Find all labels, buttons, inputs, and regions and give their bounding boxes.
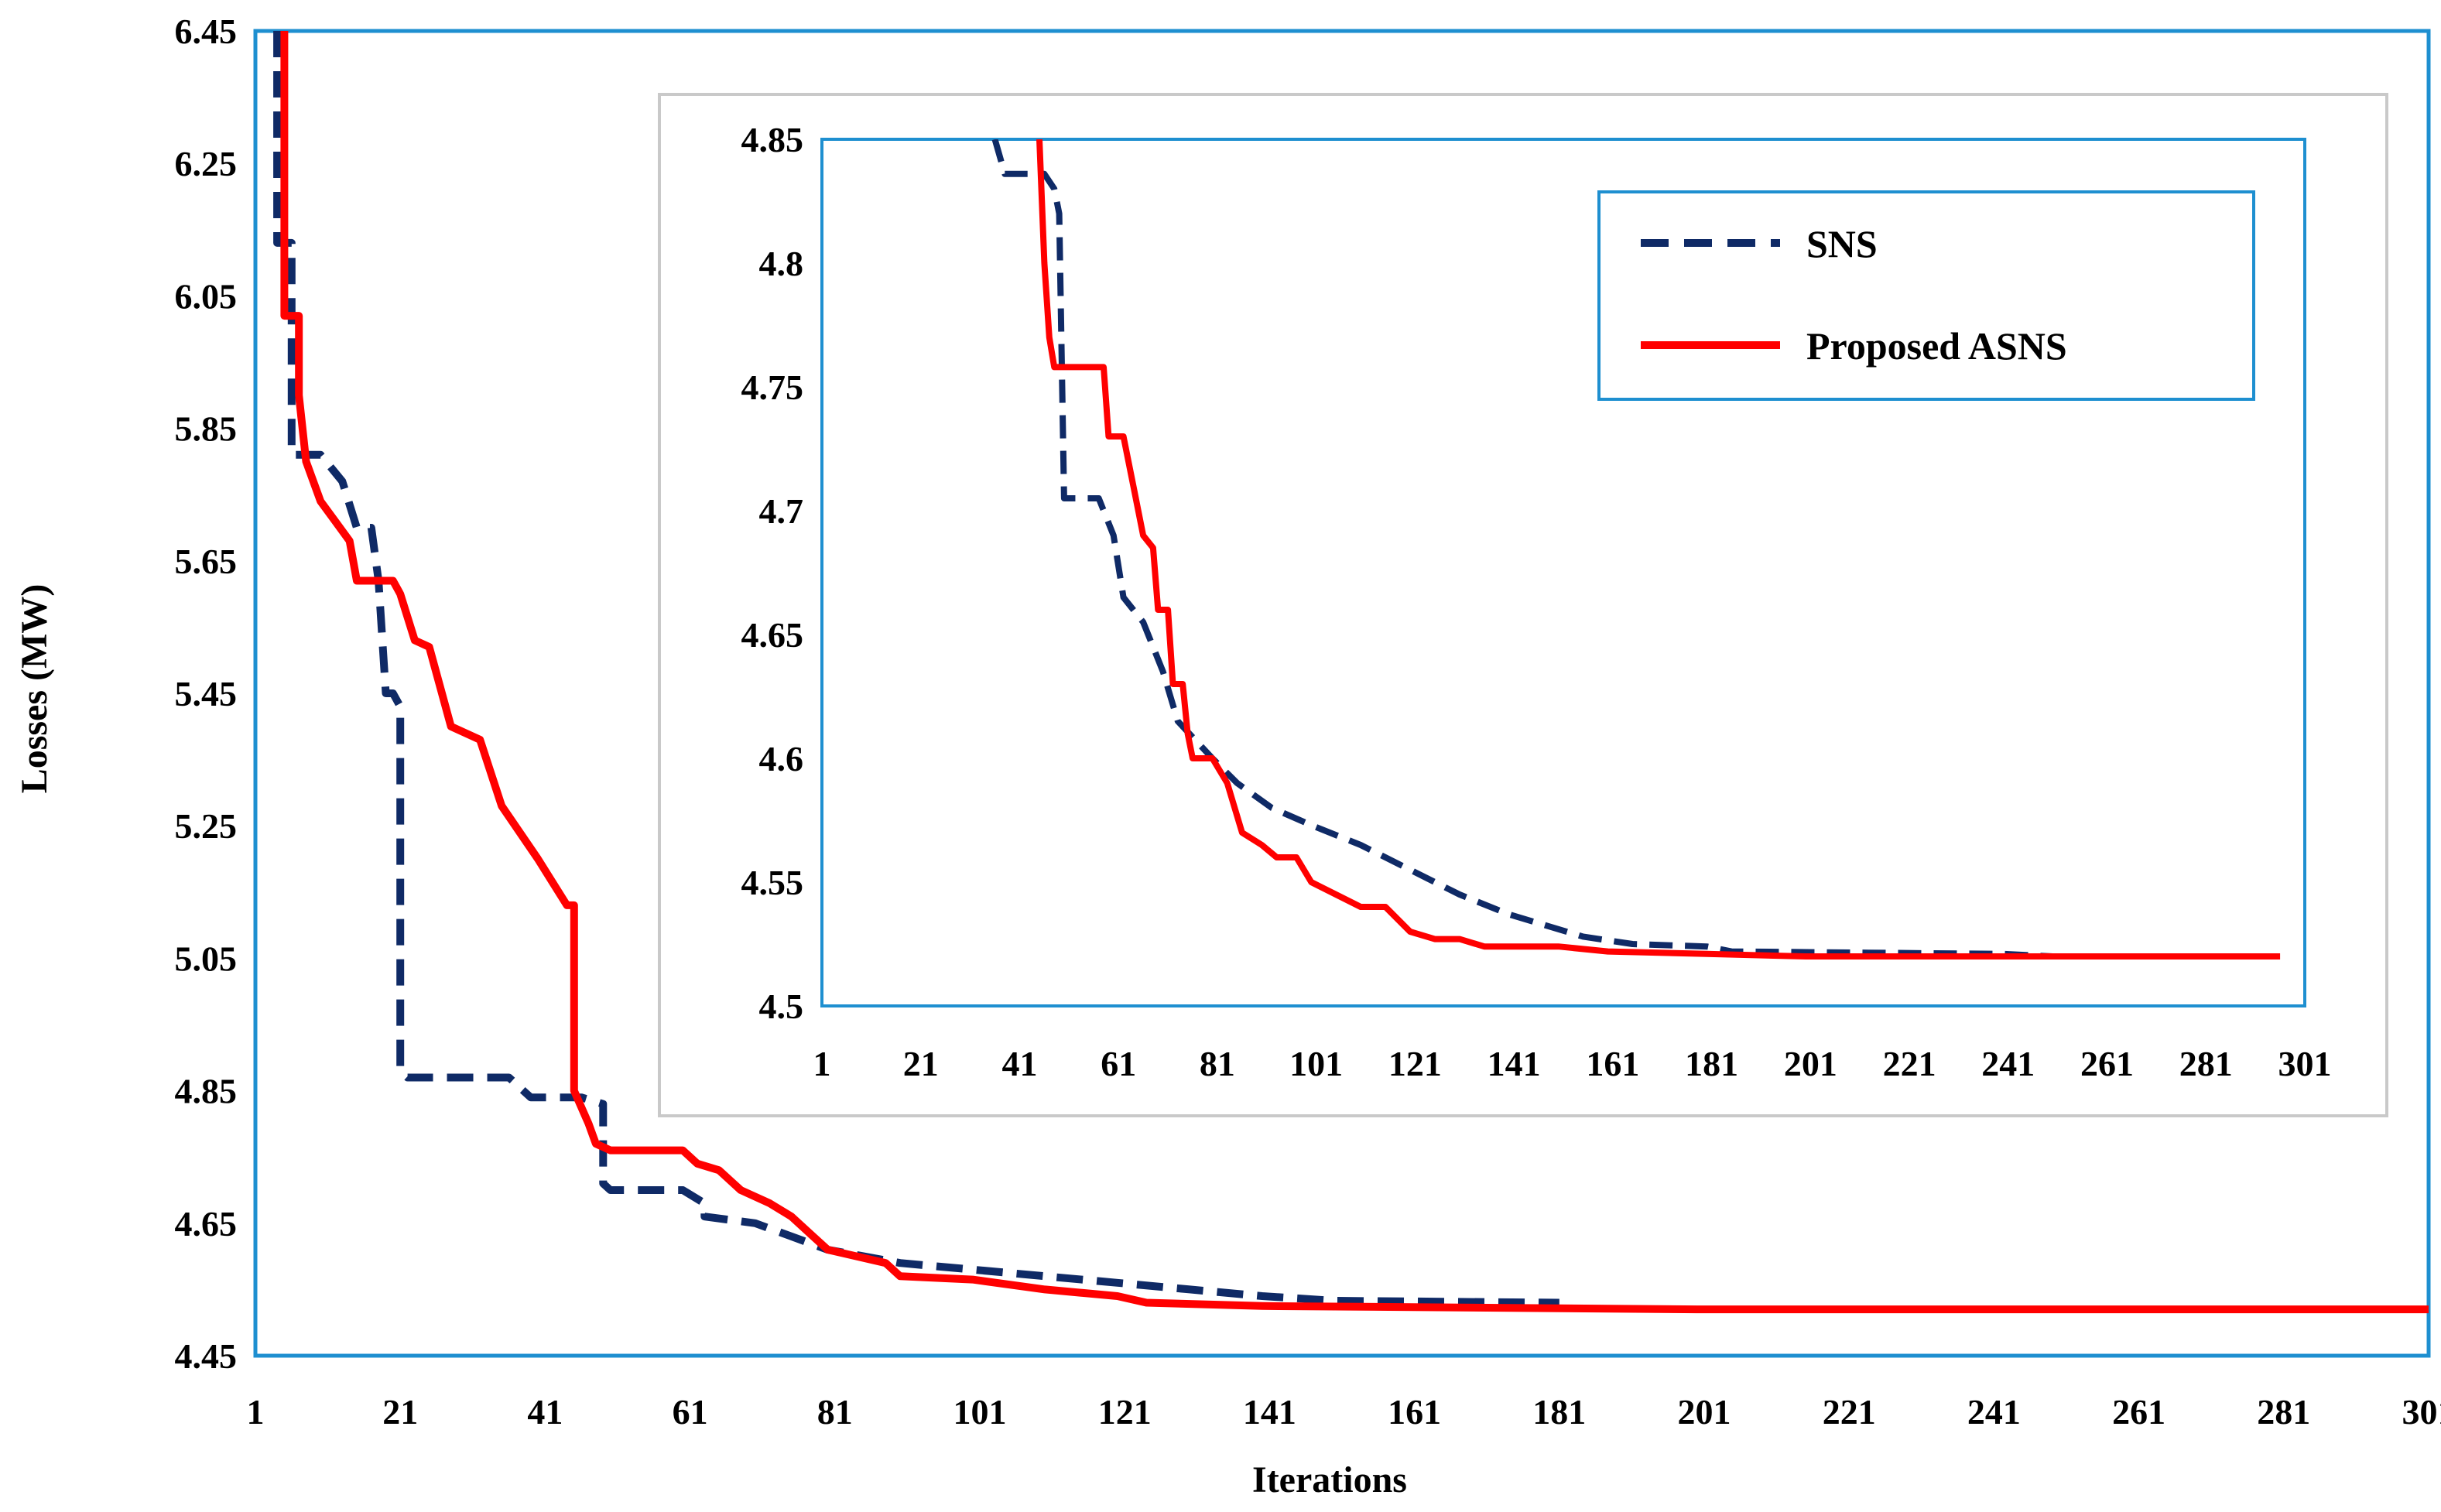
- inset-x-tick-label: 201: [1784, 1044, 1837, 1083]
- main-y-tick-label: 4.65: [175, 1204, 238, 1243]
- main-y-tick-label: 6.45: [175, 12, 238, 51]
- main-x-tick-label: 141: [1243, 1392, 1296, 1432]
- main-x-tick-label: 181: [1532, 1392, 1586, 1432]
- main-y-tick-label: 5.65: [175, 542, 238, 581]
- inset-x-tick-label: 241: [1981, 1044, 2035, 1083]
- inset-x-tick-label: 61: [1101, 1044, 1136, 1083]
- main-x-tick-label: 221: [1823, 1392, 1876, 1432]
- main-x-tick-label: 261: [2112, 1392, 2165, 1432]
- inset-x-tick-label: 301: [2278, 1044, 2332, 1083]
- inset-chart: 4.54.554.64.654.74.754.84.85 1 21 41 61 81 10…: [658, 93, 2388, 1117]
- main-x-tick-label: 241: [1967, 1392, 2021, 1432]
- main-x-tick-labels: 1 21 41 61 81 101 121 141 161 181 201 221 241 261 281 3…: [247, 1392, 2441, 1432]
- main-y-tick-labels: 4.45 4.65 4.85 5.05 5.25 5.45 5.65 5.85 6.05 6.25…: [175, 12, 238, 1376]
- main-series-sns-line: [273, 31, 1559, 1307]
- main-series-group: [273, 31, 2429, 1314]
- main-x-tick-label: 121: [1098, 1392, 1152, 1432]
- inset-x-tick-label: 261: [2080, 1044, 2134, 1083]
- inset-x-tick-label: 101: [1289, 1044, 1343, 1083]
- inset-x-tick-label: 181: [1685, 1044, 1738, 1083]
- inset-y-tick-label: 4.5: [759, 987, 804, 1026]
- inset-x-tick-labels: 1 21 41 61 81 101 121 141 161 181 201 221 241 261 281 3…: [813, 1044, 2332, 1083]
- main-x-tick-label: 81: [817, 1392, 853, 1432]
- main-x-tick-label: 21: [382, 1392, 418, 1432]
- inset-x-tick-label: 281: [2179, 1044, 2233, 1083]
- main-plot-frame: [253, 29, 2431, 1358]
- main-x-tick-label: 301: [2402, 1392, 2441, 1432]
- inset-y-tick-label: 4.55: [741, 863, 804, 902]
- main-y-tick-label: 5.45: [175, 674, 238, 713]
- inset-x-tick-label: 21: [903, 1044, 939, 1083]
- main-y-tick-label: 4.45: [175, 1336, 238, 1376]
- inset-series-group: [991, 139, 2281, 960]
- inset-x-tick-label: 141: [1488, 1044, 1541, 1083]
- inset-y-tick-label: 4.7: [759, 491, 804, 531]
- main-y-axis-label: Losses (MW): [14, 584, 55, 794]
- main-series-asns-line: [280, 31, 2429, 1314]
- inset-y-tick-label: 4.85: [741, 120, 804, 159]
- inset-x-tick-label: 161: [1586, 1044, 1639, 1083]
- main-x-tick-label: 201: [1678, 1392, 1731, 1432]
- inset-y-tick-labels: 4.5 4.55 4.6 4.65 4.7 4.75 4.8 4.85: [741, 120, 804, 1026]
- main-x-axis-label: Iterations: [1252, 1459, 1407, 1500]
- main-y-tick-label: 6.05: [175, 276, 238, 316]
- inset-x-tick-label: 81: [1200, 1044, 1235, 1083]
- main-y-tick-label: 5.85: [175, 409, 238, 449]
- main-y-tick-label: 5.05: [175, 939, 238, 978]
- inset-x-tick-label: 41: [1001, 1044, 1037, 1083]
- inset-y-tick-label: 4.8: [759, 244, 804, 283]
- legend: SNS Proposed ASNS: [1597, 190, 2255, 401]
- inset-plot-frame: [820, 138, 2306, 1007]
- legend-asns-label: Proposed ASNS: [1806, 324, 2067, 368]
- main-x-tick-label: 101: [953, 1392, 1007, 1432]
- main-x-tick-label: 41: [527, 1392, 563, 1432]
- inset-y-tick-label: 4.65: [741, 615, 804, 655]
- main-x-tick-label: 61: [673, 1392, 708, 1432]
- inset-x-tick-label: 221: [1883, 1044, 1936, 1083]
- legend-box: [1597, 190, 2255, 401]
- main-x-tick-label: 281: [2257, 1392, 2310, 1432]
- main-x-tick-label: 161: [1388, 1392, 1441, 1432]
- inset-x-tick-label: 1: [813, 1044, 831, 1083]
- main-y-tick-label: 5.25: [175, 806, 238, 846]
- inset-series-asns-line: [1036, 139, 2281, 960]
- inset-y-tick-label: 4.6: [759, 739, 804, 778]
- main-x-tick-label: 1: [247, 1392, 265, 1432]
- inset-x-tick-label: 121: [1388, 1044, 1442, 1083]
- legend-sns-label: SNS: [1806, 222, 1878, 265]
- main-chart: 4.45 4.65 4.85 5.05 5.25 5.45 5.65 5.85 6.05 6.25…: [14, 12, 2441, 1500]
- inset-y-tick-label: 4.75: [741, 368, 804, 407]
- main-y-tick-label: 6.25: [175, 144, 238, 183]
- inset-series-sns-line: [991, 139, 2053, 960]
- main-y-tick-label: 4.85: [175, 1072, 238, 1111]
